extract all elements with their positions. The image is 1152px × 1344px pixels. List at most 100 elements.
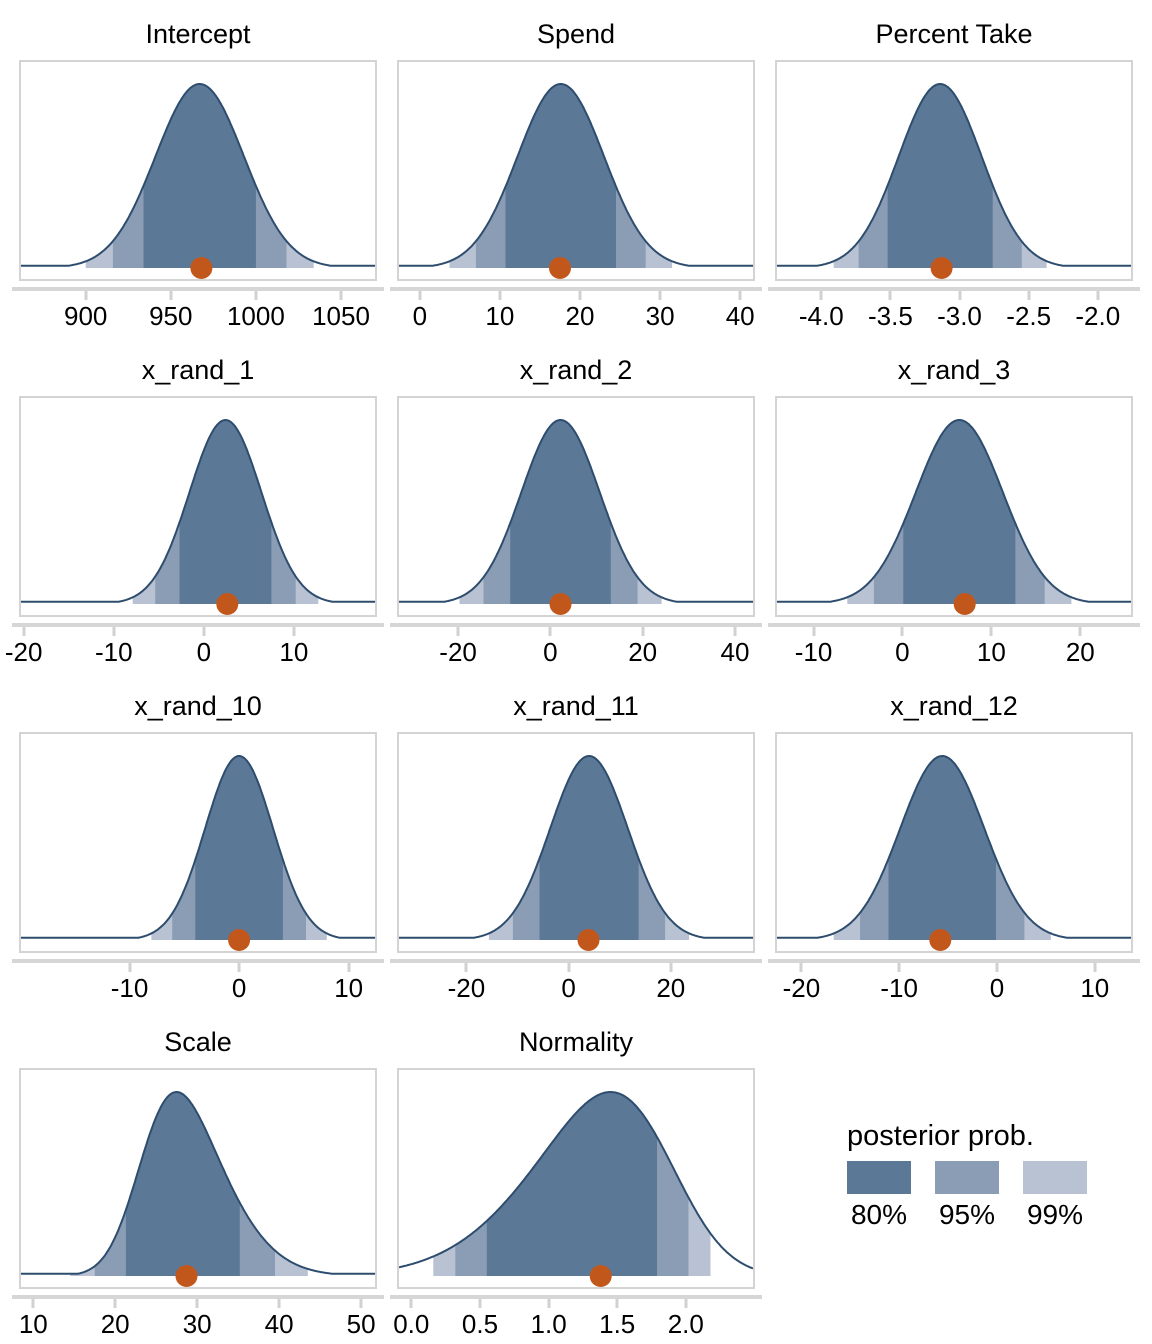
axis-tick-label: 1000: [226, 301, 285, 331]
axis-tick-label: 20: [100, 1309, 130, 1339]
x-axis-line: [768, 959, 1140, 963]
axis-tick: [888, 291, 892, 300]
density-curve: [21, 755, 375, 939]
axis-tick-label: 0: [561, 973, 576, 1003]
axis-tick: [498, 291, 502, 300]
axis-tick-label: 40: [264, 1309, 294, 1339]
axis-tick: [738, 291, 742, 300]
axis-tick: [958, 291, 961, 300]
axis-tick-label: -2.0: [1075, 301, 1121, 331]
ci80-band: [903, 420, 1016, 604]
density-panel: [397, 60, 755, 281]
axis-tick-label: -20: [439, 637, 477, 667]
point-estimate-dot: [175, 1265, 198, 1287]
density-curve: [21, 1091, 375, 1275]
axis-tick-label: 950: [149, 301, 193, 331]
ci80-band: [125, 1092, 240, 1276]
plot-cell: Percent Take -4.0 -3.5 -3.0 -2.5 -2.0: [768, 0, 1140, 336]
axis-tick: [1096, 291, 1100, 300]
axis-tick: [112, 627, 116, 636]
ci80-band: [510, 420, 611, 604]
legend: posterior prob. 80% 95% 99%: [847, 1120, 1107, 1231]
axis-tick: [113, 1299, 117, 1308]
axis-tick-label: -3.5: [867, 301, 913, 331]
plot-cell: x_rand_1 -20 -10 0 10: [5, 336, 384, 672]
legend-label-99: 99%: [1026, 1199, 1084, 1230]
plot-cell: Scale 10 20 30 40 50: [12, 1008, 384, 1344]
axis-tick-label: 0: [895, 637, 910, 667]
axis-tick-label: 20: [1065, 637, 1095, 667]
x-axis-line: [12, 287, 384, 291]
axis-tick-label: 0: [412, 301, 428, 331]
x-axis-line: [12, 959, 384, 963]
axis-tick: [128, 963, 131, 972]
density-panel: [19, 1068, 377, 1289]
x-axis-line: [12, 623, 384, 627]
axis-tick: [658, 291, 662, 300]
legend-swatch-99: [1023, 1161, 1087, 1194]
axis-tick: [409, 1299, 413, 1308]
plot-cell: x_rand_10 -10 0 10: [12, 672, 384, 1008]
axis-tick: [733, 627, 737, 636]
panel-title: Intercept: [145, 19, 251, 49]
ci80-band: [888, 756, 996, 940]
panel-title: Percent Take: [875, 19, 1033, 49]
density-panel: [397, 1068, 755, 1289]
x-axis-line: [12, 1295, 384, 1299]
ci80-band: [143, 84, 256, 268]
x-axis-line: [390, 287, 762, 291]
axis-tick: [347, 963, 351, 972]
legend-label-80: 80%: [850, 1199, 908, 1230]
density-panel: [19, 732, 377, 953]
axis-tick-label: -10: [794, 637, 833, 667]
legend-swatch-95: [935, 1161, 999, 1194]
point-estimate-dot: [549, 257, 571, 279]
axis-tick: [812, 627, 815, 636]
plot-cell: x_rand_2 -20 0 20 40: [390, 336, 762, 672]
density-panel: [397, 732, 755, 953]
x-axis: -20 -10 0 10: [768, 957, 1140, 1007]
plot-cell: x_rand_11 -20 0 20: [390, 672, 762, 1008]
axis-tick: [578, 291, 582, 300]
axis-tick-label: 10: [485, 301, 515, 331]
axis-tick-label: 20: [628, 637, 658, 667]
axis-tick-label: 2.0: [667, 1309, 704, 1339]
axis-tick-label: 30: [182, 1309, 212, 1339]
axis-tick-label: 1050: [312, 301, 370, 331]
axis-tick: [1027, 291, 1031, 300]
panel-title: x_rand_1: [141, 355, 255, 385]
x-axis: -20 0 20: [390, 957, 762, 1007]
x-axis: -20 -10 0 10: [5, 621, 384, 671]
axis-tick: [22, 627, 26, 636]
axis-tick-label: 0.5: [461, 1309, 499, 1339]
panel-title: Spend: [536, 19, 616, 49]
axis-tick: [254, 291, 258, 300]
axis-tick: [799, 963, 803, 972]
legend-title: posterior prob.: [847, 1120, 1034, 1152]
axis-tick-label: 20: [656, 973, 686, 1003]
point-estimate-dot: [589, 1265, 612, 1287]
plot-cell: x_rand_12 -20 -10 0 10: [768, 672, 1140, 1008]
x-axis-line: [768, 623, 1140, 627]
axis-tick-label: 0: [989, 973, 1005, 1003]
axis-tick-label: -4.0: [798, 301, 844, 331]
density-panel: [397, 396, 755, 617]
panel-title: x_rand_12: [890, 691, 1018, 721]
point-estimate-dot: [577, 929, 600, 951]
axis-tick: [548, 627, 552, 636]
x-axis-line: [768, 287, 1140, 291]
point-estimate-dot: [929, 929, 952, 951]
axis-tick-label: 40: [720, 637, 750, 667]
axis-tick-label: -10: [880, 973, 918, 1003]
axis-tick-label: -10: [95, 637, 133, 667]
axis-tick-label: 0: [196, 637, 212, 667]
legend-cell: posterior prob. 80% 95% 99%: [775, 1008, 1133, 1344]
plot-cell: Spend 0 10 20 30 40: [390, 0, 762, 336]
axis-tick: [669, 963, 673, 972]
axis-tick-label: -10: [110, 973, 149, 1003]
ci80-band: [505, 84, 616, 268]
axis-tick: [989, 627, 993, 636]
density-curve: [399, 1091, 753, 1270]
axis-tick: [339, 291, 343, 300]
density-curve: [21, 419, 375, 603]
